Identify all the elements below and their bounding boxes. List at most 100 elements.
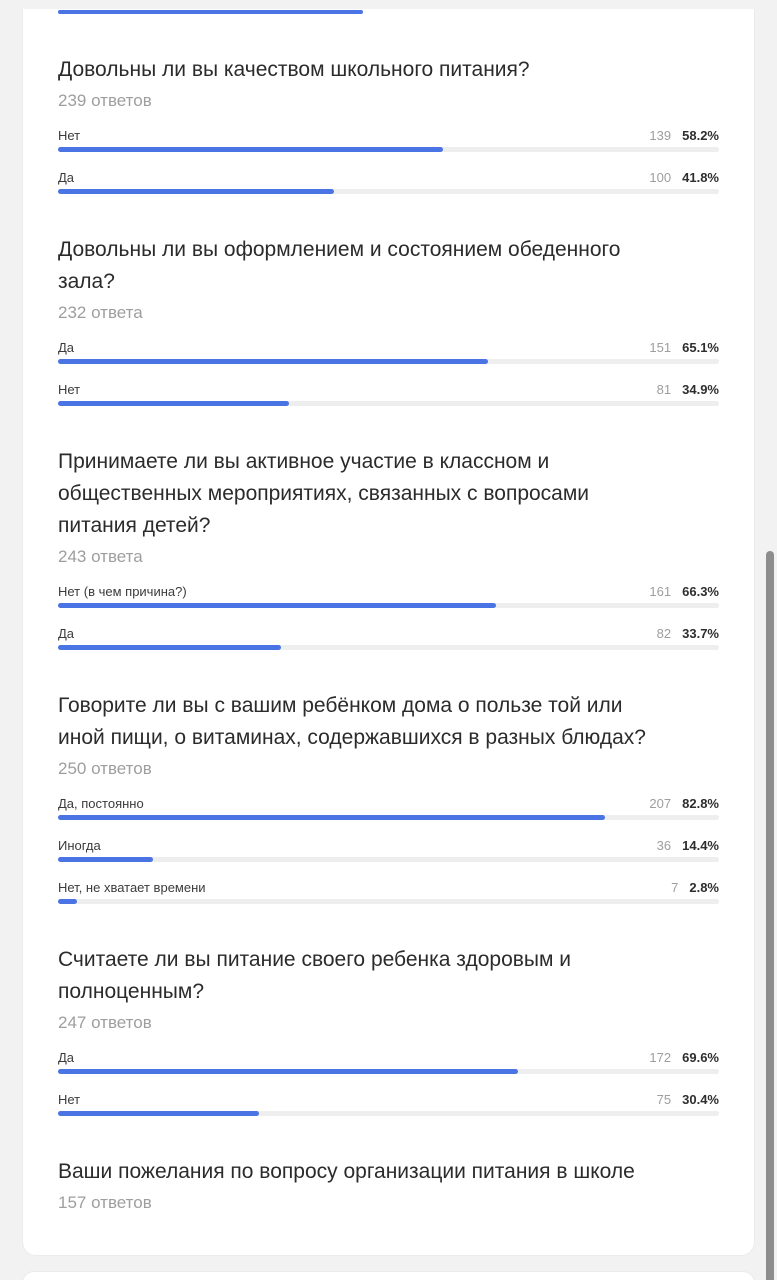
answer-bar-fill (58, 359, 489, 364)
answer-count: 36 (656, 838, 672, 853)
next-card-top-edge (22, 1271, 755, 1280)
answer-percent: 41.8% (682, 170, 719, 185)
answer-row-head: Нет 81 34.9% (58, 382, 719, 398)
answer-bar-track (58, 1069, 719, 1074)
answer-percent: 69.6% (682, 1050, 719, 1065)
answer-bar-track (58, 815, 719, 820)
answer-bar-track (58, 603, 719, 608)
answer-bar-track (58, 189, 719, 194)
answer-numbers: 7 2.8% (671, 880, 719, 896)
answer-numbers: 207 82.8% (649, 796, 719, 812)
answer-label: Да (58, 340, 75, 355)
answer-bar-track (58, 645, 719, 650)
answer-row-head: Да, постоянно 207 82.8% (58, 796, 719, 812)
question-title-line: Довольны ли вы качеством школьного питан… (58, 58, 530, 81)
answer-bar-fill (58, 603, 497, 608)
answer-row-head: Иногда 36 14.4% (58, 838, 719, 854)
answer-row-head: Нет 139 58.2% (58, 128, 719, 144)
answer-bar-fill (58, 401, 289, 406)
answer-numbers: 100 41.8% (649, 170, 719, 186)
question-block: Довольны ли вы качеством школьного питан… (58, 54, 719, 194)
question-block: Ваши пожелания по вопросу организации пи… (58, 1156, 719, 1214)
scrollbar-thumb[interactable] (766, 551, 774, 1280)
answer-bar-track (58, 401, 719, 406)
response-count: 232 ответа (58, 303, 143, 322)
question-title-line: Говорите ли вы с вашим ребёнком дома о п… (58, 694, 623, 717)
answer-row-head: Да 100 41.8% (58, 170, 719, 186)
answer-bar-track (58, 359, 719, 364)
question-title-line: полноценным? (58, 980, 204, 1003)
response-count: 157 ответов (58, 1193, 152, 1212)
answer-bar-fill (58, 645, 281, 650)
answer-percent: 14.4% (682, 838, 719, 853)
answer-row-head: Да 151 65.1% (58, 340, 719, 356)
question-title-line: Принимаете ли вы активное участие в клас… (58, 450, 550, 473)
answer-percent: 65.1% (682, 340, 719, 355)
question-block: Говорите ли вы с вашим ребёнком дома о п… (58, 690, 719, 904)
question-block: Принимаете ли вы активное участие в клас… (58, 446, 719, 650)
answer-bar-track (58, 899, 719, 904)
question-title-line: питания детей? (58, 514, 211, 537)
answer-percent: 82.8% (682, 796, 719, 811)
answer-label: Да (58, 1050, 75, 1065)
answer-row-head: Нет, не хватает времени 7 2.8% (58, 880, 719, 896)
answer-percent: 66.3% (682, 584, 719, 599)
question-title: Говорите ли вы с вашим ребёнком дома о п… (58, 690, 719, 754)
question-title: Довольны ли вы качеством школьного питан… (58, 54, 719, 86)
answer-bar-fill (58, 189, 335, 194)
question-block: Считаете ли вы питание своего ребенка зд… (58, 944, 719, 1116)
answer-count: 82 (656, 626, 672, 641)
answer-percent: 58.2% (682, 128, 719, 143)
answer-label: Нет, не хватает времени (58, 880, 206, 895)
answer-numbers: 81 34.9% (657, 382, 719, 398)
answer-label: Да (58, 626, 75, 641)
response-count: 247 ответов (58, 1013, 152, 1032)
question-title-line: общественных мероприятиях, связанных с в… (58, 482, 590, 505)
answer-row-head: Нет 75 30.4% (58, 1092, 719, 1108)
answer-bar-track (58, 147, 719, 152)
answer-numbers: 75 30.4% (657, 1092, 719, 1108)
answer-label: Да, постоянно (58, 796, 144, 811)
question-title: Принимаете ли вы активное участие в клас… (58, 446, 719, 542)
question-title-line: Довольны ли вы оформлением и состоянием … (58, 238, 621, 261)
answer-label: Нет (58, 382, 81, 397)
answer-label: Нет (в чем причина?) (58, 584, 187, 599)
question-title-line: иной пищи, о витаминах, содержавшихся в … (58, 726, 646, 749)
answer-numbers: 172 69.6% (649, 1050, 719, 1066)
answer-label: Иногда (58, 838, 101, 853)
answer-row: Да 151 65.1% (58, 340, 719, 364)
answer-count: 7 (671, 880, 679, 895)
answer-numbers: 151 65.1% (649, 340, 719, 356)
answer-bar-fill (58, 815, 606, 820)
previous-question-bar-fragment (58, 10, 719, 14)
results-card: Довольны ли вы качеством школьного питан… (22, 9, 755, 1256)
answer-label: Нет (58, 1092, 81, 1107)
answer-row: Нет (в чем причина?) 161 66.3% (58, 584, 719, 608)
answer-row: Нет 81 34.9% (58, 382, 719, 406)
response-count: 243 ответа (58, 547, 143, 566)
answer-count: 151 (649, 340, 672, 355)
answer-row-head: Нет (в чем причина?) 161 66.3% (58, 584, 719, 600)
answer-count: 81 (656, 382, 672, 397)
answer-percent: 30.4% (682, 1092, 719, 1107)
answers-list: Да 172 69.6% Нет 75 30.4% (58, 1050, 719, 1116)
answers-list: Да, постоянно 207 82.8% Иногда 36 14.4% Нет, н… (58, 796, 719, 904)
answer-row: Да 172 69.6% (58, 1050, 719, 1074)
answers-list: Да 151 65.1% Нет 81 34.9% (58, 340, 719, 406)
answer-bar-fill (58, 1111, 259, 1116)
answer-bar-fill (58, 857, 154, 862)
answers-list: Нет (в чем причина?) 161 66.3% Да 82 33.7% (58, 584, 719, 650)
answer-numbers: 36 14.4% (657, 838, 719, 854)
answer-bar-fill (58, 899, 77, 904)
question-title: Довольны ли вы оформлением и состоянием … (58, 234, 719, 298)
question-block: Довольны ли вы оформлением и состоянием … (58, 234, 719, 406)
answer-count: 207 (649, 796, 672, 811)
answer-count: 139 (649, 128, 672, 143)
answer-row: Нет 75 30.4% (58, 1092, 719, 1116)
answer-count: 75 (656, 1092, 672, 1107)
question-title-line: зала? (58, 270, 115, 293)
answer-percent: 2.8% (689, 880, 719, 895)
answer-bar-fill (58, 147, 443, 152)
answer-count: 172 (649, 1050, 672, 1065)
